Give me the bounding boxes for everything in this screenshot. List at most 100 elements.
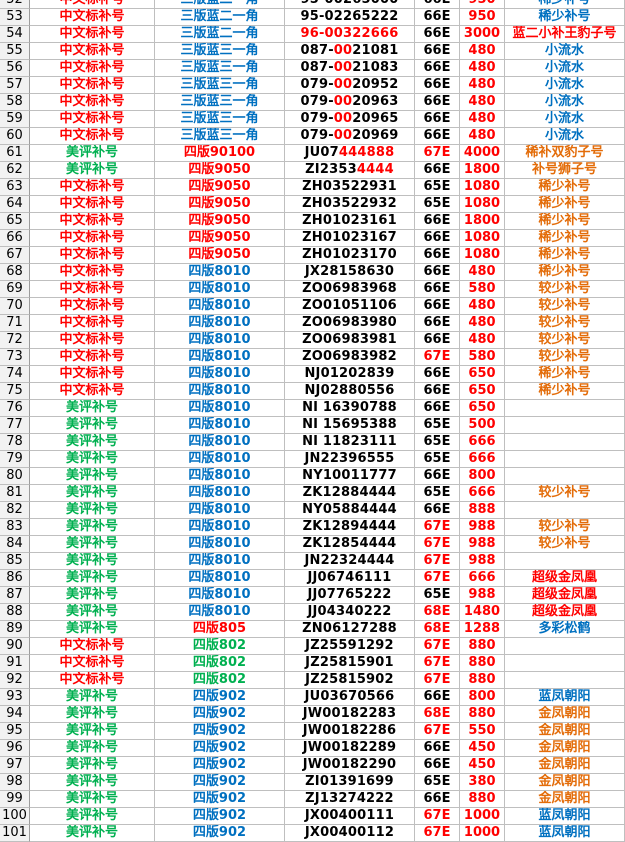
- cell-code[interactable]: 66E: [415, 247, 460, 264]
- cell-version[interactable]: 四版802: [155, 672, 285, 689]
- cell-serial[interactable]: ZK12884444: [285, 485, 415, 502]
- row-header[interactable]: 75: [0, 383, 30, 400]
- table-row[interactable]: 86 美评补号 四版8010 JJ06746111 67E 666 超级金凤凰: [0, 570, 625, 587]
- cell-price[interactable]: 880: [460, 791, 505, 808]
- cell-serial[interactable]: 079-0020952: [285, 77, 415, 94]
- cell-serial[interactable]: JZ25815901: [285, 655, 415, 672]
- cell-code[interactable]: 65E: [415, 451, 460, 468]
- cell-type[interactable]: 中文标补号: [30, 60, 155, 77]
- cell-type[interactable]: 美评补号: [30, 145, 155, 162]
- cell-serial[interactable]: NY10011777: [285, 468, 415, 485]
- cell-type[interactable]: 中文标补号: [30, 0, 155, 9]
- cell-code[interactable]: 66E: [415, 26, 460, 43]
- cell-price[interactable]: 480: [460, 60, 505, 77]
- row-header[interactable]: 57: [0, 77, 30, 94]
- table-row[interactable]: 75 中文标补号 四版8010 NJ02880556 66E 650 稀少补号: [0, 383, 625, 400]
- row-header[interactable]: 86: [0, 570, 30, 587]
- row-header[interactable]: 69: [0, 281, 30, 298]
- cell-note[interactable]: 较少补号: [505, 349, 625, 366]
- table-row[interactable]: 55 中文标补号 三版蓝三一角 087-0021081 66E 480 小流水: [0, 43, 625, 60]
- cell-serial[interactable]: JW00182286: [285, 723, 415, 740]
- cell-version[interactable]: 四版9050: [155, 196, 285, 213]
- cell-price[interactable]: 1080: [460, 196, 505, 213]
- cell-price[interactable]: 1288: [460, 621, 505, 638]
- table-row[interactable]: 73 中文标补号 四版8010 ZO06983982 67E 580 较少补号: [0, 349, 625, 366]
- table-row[interactable]: 63 中文标补号 四版9050 ZH03522931 65E 1080 稀少补号: [0, 179, 625, 196]
- cell-code[interactable]: 66E: [415, 264, 460, 281]
- cell-code[interactable]: 68E: [415, 604, 460, 621]
- table-row[interactable]: 54 中文标补号 三版蓝二一角 96-00322666 66E 3000 蓝二小补王豹子号: [0, 26, 625, 43]
- cell-price[interactable]: 950: [460, 9, 505, 26]
- cell-note[interactable]: 小流水: [505, 94, 625, 111]
- table-row[interactable]: 62 美评补号 四版9050 ZI23534444 66E 1800 补号狮子号: [0, 162, 625, 179]
- cell-type[interactable]: 美评补号: [30, 502, 155, 519]
- cell-price[interactable]: 500: [460, 417, 505, 434]
- row-header[interactable]: 59: [0, 111, 30, 128]
- cell-price[interactable]: 650: [460, 366, 505, 383]
- cell-note[interactable]: 稀少补号: [505, 230, 625, 247]
- cell-type[interactable]: 美评补号: [30, 689, 155, 706]
- table-row[interactable]: 71 中文标补号 四版8010 ZO06983980 66E 480 较少补号: [0, 315, 625, 332]
- cell-note[interactable]: [505, 638, 625, 655]
- table-row[interactable]: 77 美评补号 四版8010 NI 15695388 65E 500: [0, 417, 625, 434]
- cell-code[interactable]: 67E: [415, 519, 460, 536]
- cell-version[interactable]: 四版902: [155, 825, 285, 842]
- cell-code[interactable]: 65E: [415, 417, 460, 434]
- cell-version[interactable]: 四版8010: [155, 417, 285, 434]
- cell-serial[interactable]: NI 16390788: [285, 400, 415, 417]
- cell-type[interactable]: 中文标补号: [30, 298, 155, 315]
- cell-type[interactable]: 美评补号: [30, 808, 155, 825]
- cell-note[interactable]: 补号狮子号: [505, 162, 625, 179]
- cell-version[interactable]: 四版8010: [155, 451, 285, 468]
- cell-version[interactable]: 三版蓝三一角: [155, 77, 285, 94]
- cell-code[interactable]: 67E: [415, 638, 460, 655]
- cell-version[interactable]: 四版9050: [155, 179, 285, 196]
- cell-code[interactable]: 67E: [415, 655, 460, 672]
- row-header[interactable]: 92: [0, 672, 30, 689]
- cell-note[interactable]: 小流水: [505, 43, 625, 60]
- cell-version[interactable]: 四版8010: [155, 587, 285, 604]
- cell-price[interactable]: 1080: [460, 230, 505, 247]
- table-row[interactable]: 57 中文标补号 三版蓝三一角 079-0020952 66E 480 小流水: [0, 77, 625, 94]
- cell-price[interactable]: 480: [460, 111, 505, 128]
- row-header[interactable]: 65: [0, 213, 30, 230]
- cell-note[interactable]: 稀少补号: [505, 247, 625, 264]
- cell-note[interactable]: 较少补号: [505, 298, 625, 315]
- cell-type[interactable]: 中文标补号: [30, 638, 155, 655]
- cell-version[interactable]: 四版8010: [155, 349, 285, 366]
- cell-price[interactable]: 480: [460, 298, 505, 315]
- cell-code[interactable]: 66E: [415, 383, 460, 400]
- cell-version[interactable]: 四版805: [155, 621, 285, 638]
- cell-type[interactable]: 中文标补号: [30, 264, 155, 281]
- row-header[interactable]: 73: [0, 349, 30, 366]
- cell-price[interactable]: 888: [460, 502, 505, 519]
- cell-serial[interactable]: NY05884444: [285, 502, 415, 519]
- cell-price[interactable]: 880: [460, 655, 505, 672]
- table-row[interactable]: 89 美评补号 四版805 ZN06127288 68E 1288 多彩松鹤: [0, 621, 625, 638]
- cell-price[interactable]: 1080: [460, 247, 505, 264]
- cell-note[interactable]: [505, 400, 625, 417]
- cell-code[interactable]: 66E: [415, 128, 460, 145]
- cell-serial[interactable]: ZO06983982: [285, 349, 415, 366]
- cell-note[interactable]: 金凤朝阳: [505, 723, 625, 740]
- cell-price[interactable]: 580: [460, 281, 505, 298]
- cell-type[interactable]: 美评补号: [30, 774, 155, 791]
- cell-type[interactable]: 中文标补号: [30, 281, 155, 298]
- cell-version[interactable]: 四版902: [155, 757, 285, 774]
- cell-version[interactable]: 三版蓝三一角: [155, 43, 285, 60]
- cell-price[interactable]: 988: [460, 553, 505, 570]
- cell-version[interactable]: 四版8010: [155, 264, 285, 281]
- cell-code[interactable]: 65E: [415, 434, 460, 451]
- row-header[interactable]: 89: [0, 621, 30, 638]
- cell-serial[interactable]: NI 15695388: [285, 417, 415, 434]
- row-header[interactable]: 83: [0, 519, 30, 536]
- cell-code[interactable]: 66E: [415, 111, 460, 128]
- cell-type[interactable]: 美评补号: [30, 825, 155, 842]
- cell-serial[interactable]: ZJ13274222: [285, 791, 415, 808]
- cell-serial[interactable]: 079-0020969: [285, 128, 415, 145]
- table-row[interactable]: 88 美评补号 四版8010 JJ04340222 68E 1480 超级金凤凰: [0, 604, 625, 621]
- cell-note[interactable]: [505, 468, 625, 485]
- cell-price[interactable]: 550: [460, 723, 505, 740]
- cell-price[interactable]: 988: [460, 536, 505, 553]
- cell-note[interactable]: 超级金凤凰: [505, 587, 625, 604]
